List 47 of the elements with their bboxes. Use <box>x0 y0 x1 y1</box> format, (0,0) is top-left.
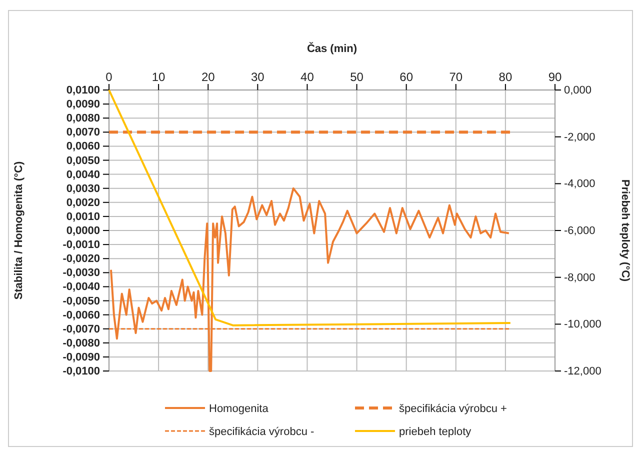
x-tick-label: 50 <box>350 70 364 84</box>
y-tick-label: 0,0070 <box>66 126 100 139</box>
y-tick-label: -0,0060 <box>62 309 100 322</box>
y-tick-label: -0,0100 <box>62 366 100 378</box>
y-tick-label: 0,0030 <box>66 182 100 195</box>
y-tick-label: -0,0050 <box>62 295 100 308</box>
y-tick-label: -0,0010 <box>62 239 100 252</box>
y-tick-label: -0,0070 <box>62 323 100 336</box>
x-tick-label: 0 <box>106 70 113 84</box>
y-axis-title: Stabilita / Homogenita (°C) <box>13 161 25 300</box>
x-tick-label: 80 <box>498 70 512 84</box>
y-tick-label: 0,0090 <box>66 98 100 111</box>
line-series <box>108 89 512 326</box>
y-tick-label: 0,0100 <box>66 84 100 97</box>
y-tick-label: 0,0000 <box>66 225 100 238</box>
y-tick-label: 0,0020 <box>66 196 100 209</box>
x-tick-label: 20 <box>201 70 216 84</box>
y2-tick-label: -4,000 <box>564 178 596 190</box>
y2-tick-label: -8,000 <box>564 272 596 284</box>
y-tick-label: -0,0020 <box>62 253 100 266</box>
legend-label: špecifikácia výrobcu + <box>399 403 507 415</box>
y-tick-label: 0,0050 <box>66 154 100 167</box>
y2-tick-label: -2,000 <box>564 131 596 144</box>
x-tick-label: 30 <box>250 70 265 84</box>
y-tick-label: -0,0030 <box>62 267 100 280</box>
x-tick-label: 90 <box>548 70 562 84</box>
y-tick-label: -0,0040 <box>62 281 100 294</box>
y2-tick-label: -12,000 <box>564 366 602 378</box>
y2-tick-label: 0,000 <box>564 84 592 97</box>
x-tick-label: 10 <box>152 70 166 84</box>
y-tick-label: 0,0010 <box>66 210 100 223</box>
y2-tick-label: -10,000 <box>564 318 602 331</box>
y-tick-label: 0,0040 <box>66 168 100 181</box>
y-tick-label: -0,0080 <box>62 337 100 350</box>
y-tick-label: 0,0060 <box>66 140 100 153</box>
y-tick-label: -0,0090 <box>62 351 100 364</box>
y-tick-label: 0,0080 <box>66 112 100 125</box>
y2-axis-title: Priebeh teploty (°C) <box>619 179 631 282</box>
line-series <box>110 187 510 372</box>
x-tick-label: 70 <box>449 70 463 84</box>
x-tick-label: 40 <box>300 70 314 84</box>
x-axis-title: Čas (min) <box>306 42 358 55</box>
legend-label: špecifikácia výrobcu - <box>209 426 314 438</box>
legend-label: Homogenita <box>209 403 270 415</box>
x-tick-label: 60 <box>400 70 414 84</box>
legend-label: priebeh teploty <box>399 426 472 438</box>
y2-tick-label: -6,000 <box>564 225 596 238</box>
